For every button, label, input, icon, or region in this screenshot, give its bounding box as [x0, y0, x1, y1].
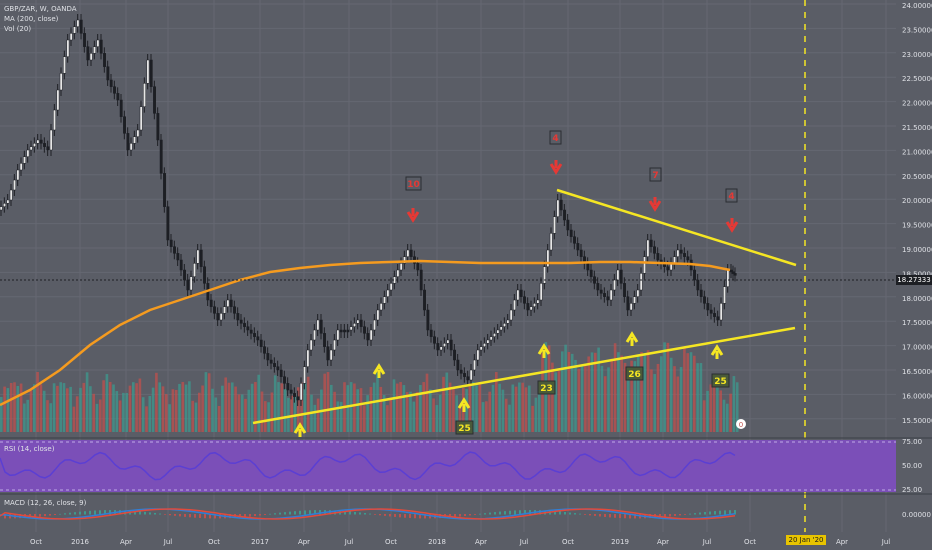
macd-axis-label: 0.00000 — [902, 511, 931, 519]
price-axis-label: 18.50000 — [902, 270, 932, 278]
up-count-1: 25 — [458, 424, 471, 434]
down-count-4: 4 — [728, 192, 734, 202]
time-axis-label: Jul — [163, 538, 173, 546]
time-axis-label: Jul — [881, 538, 891, 546]
volume-bars — [0, 342, 739, 432]
price-axis-label: 17.00000 — [902, 344, 932, 352]
down-arrow-1: 10 — [405, 176, 422, 223]
price-axis-label: 23.00000 — [902, 51, 932, 59]
time-axis-label: Apr — [475, 538, 487, 546]
price-axis-label: 20.00000 — [902, 197, 932, 205]
time-axis-label: Apr — [298, 538, 310, 546]
symbol-legend[interactable]: GBP/ZAR, W, OANDA — [4, 5, 77, 13]
macd-signal-line — [0, 508, 736, 520]
volume-legend[interactable]: Vol (20) — [4, 25, 32, 33]
price-axis-label: 24.00000 — [902, 2, 932, 10]
time-axis-label: Apr — [836, 538, 848, 546]
up-arrow-2 — [372, 363, 386, 378]
macd-legend[interactable]: MACD (12, 26, close, 9) — [4, 499, 87, 507]
moving-average-line — [0, 259, 731, 407]
date-marker-tag: 20 Jan '20 — [786, 535, 826, 545]
down-arrow-4: 4 — [725, 188, 739, 233]
lower-trendline[interactable] — [252, 326, 796, 425]
down-arrow-2: 4 — [549, 130, 563, 175]
price-axis-label: 23.50000 — [902, 26, 932, 34]
time-axis-label: 2018 — [428, 538, 446, 546]
up-arrow-6: 25 — [710, 344, 730, 388]
price-axis-label: 16.00000 — [902, 392, 932, 400]
time-axis-label: Jul — [702, 538, 712, 546]
current-price-tag: 18.27333 — [896, 275, 932, 285]
up-arrow-1 — [293, 422, 307, 437]
price-axis-label: 16.50000 — [902, 368, 932, 376]
price-axis-label: 21.50000 — [902, 124, 932, 132]
price-axis-label: 17.50000 — [902, 319, 932, 327]
up-count-2: 23 — [540, 384, 553, 394]
down-arrow-3: 7 — [648, 167, 662, 212]
price-axis-label: 21.00000 — [902, 148, 932, 156]
time-axis[interactable]: Oct 2016 Apr Jul Oct 2017 Apr Jul Oct 2018 Apr Jul O… — [30, 538, 890, 546]
time-axis-label: Apr — [120, 538, 132, 546]
time-axis-label: Apr — [657, 538, 669, 546]
alert-badge-count: 0 — [739, 421, 743, 429]
time-axis-label: Jul — [519, 538, 529, 546]
up-arrow-5: 26 — [625, 331, 644, 381]
rsi-axis-label-75: 75.00 — [902, 438, 922, 446]
time-axis-label: Oct — [385, 538, 397, 546]
price-axis-label: 19.00000 — [902, 246, 932, 254]
price-axis[interactable]: 24.00000 23.50000 23.00000 22.50000 22.00000… — [902, 2, 932, 425]
time-axis-label: Oct — [30, 538, 42, 546]
indicator-legend[interactable]: GBP/ZAR, W, OANDA MA (200, close) Vol (2… — [4, 4, 77, 34]
rsi-legend[interactable]: RSI (14, close) — [4, 445, 55, 453]
time-axis-label: Oct — [562, 538, 574, 546]
price-axis-label: 15.50000 — [902, 417, 932, 425]
rsi-axis-label-50: 50.00 — [902, 462, 922, 470]
price-axis-label: 20.50000 — [902, 173, 932, 181]
price-axis-label: 19.50000 — [902, 222, 932, 230]
down-count-2: 4 — [552, 134, 558, 144]
price-axis-label: 22.50000 — [902, 75, 932, 83]
down-count-3: 7 — [652, 171, 658, 181]
time-axis-label: 2017 — [251, 538, 269, 546]
rsi-axis-label-25: 25.00 — [902, 486, 922, 494]
down-count-1: 10 — [407, 180, 420, 190]
up-count-4: 25 — [714, 377, 727, 387]
rsi-line — [0, 451, 736, 481]
up-arrow-3: 25 — [455, 397, 474, 435]
candlesticks — [0, 14, 737, 406]
upper-trendline[interactable] — [556, 188, 797, 267]
time-axis-label: Jul — [344, 538, 354, 546]
ma-legend[interactable]: MA (200, close) — [4, 15, 59, 23]
price-axis-label: 22.00000 — [902, 100, 932, 108]
alert-badge-icon[interactable] — [736, 419, 746, 429]
up-count-3: 26 — [628, 370, 641, 380]
up-arrow-4: 23 — [537, 343, 556, 395]
time-axis-label: 2019 — [611, 538, 629, 546]
time-axis-label: Oct — [208, 538, 220, 546]
time-axis-label: Oct — [744, 538, 756, 546]
price-axis-label: 18.00000 — [902, 295, 932, 303]
time-axis-label: 2016 — [71, 538, 89, 546]
